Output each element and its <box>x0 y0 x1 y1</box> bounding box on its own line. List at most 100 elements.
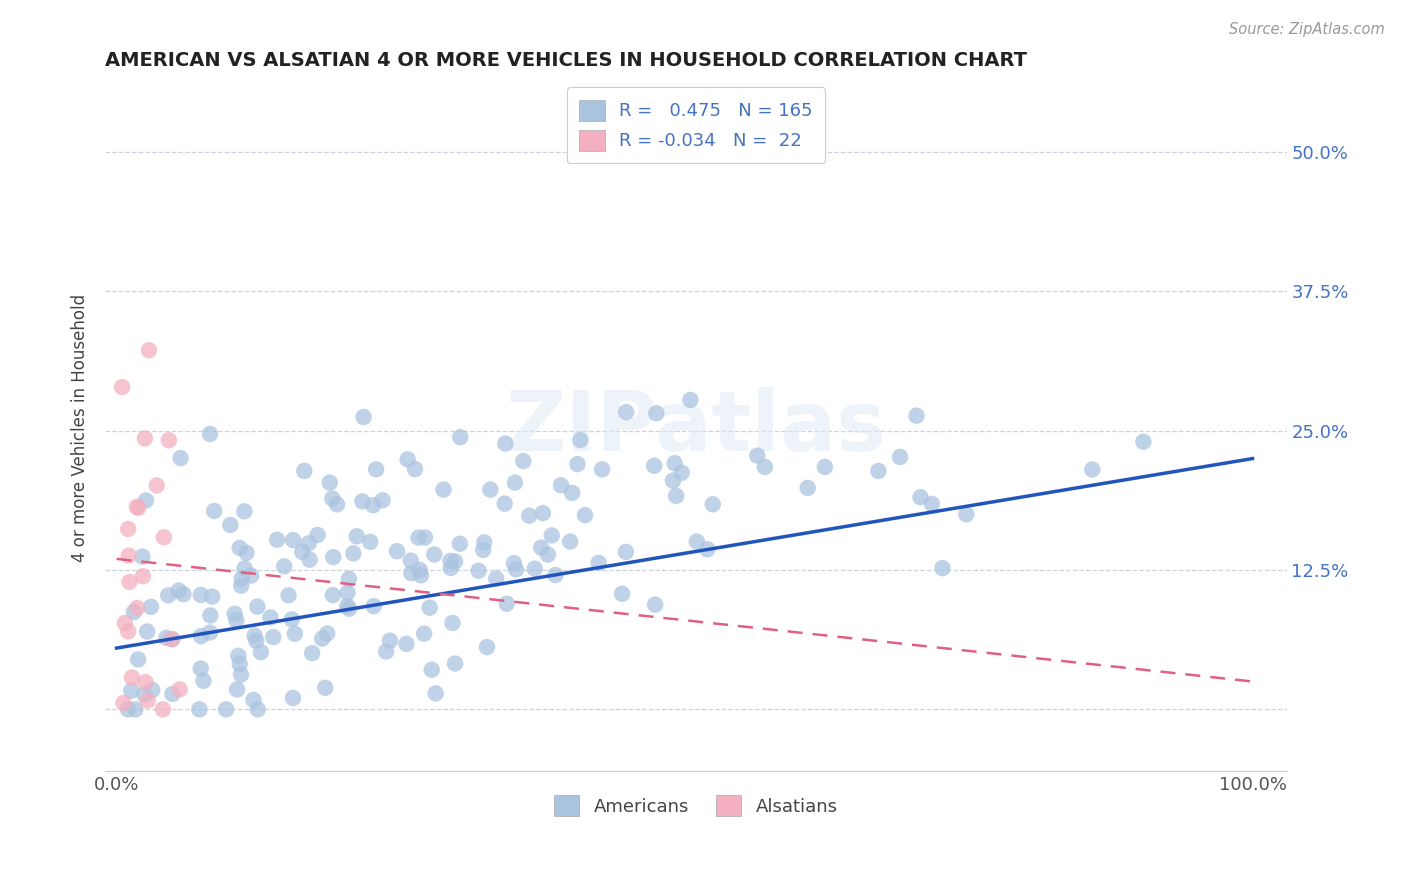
Point <box>696 542 718 557</box>
Point <box>307 528 329 542</box>
Point <box>395 637 418 651</box>
Point <box>408 531 430 545</box>
Point <box>449 537 471 551</box>
Point <box>644 598 666 612</box>
Point <box>420 663 443 677</box>
Point <box>225 613 247 627</box>
Point <box>229 657 252 671</box>
Point <box>243 629 266 643</box>
Point <box>157 433 180 447</box>
Point <box>485 572 508 586</box>
Point <box>297 536 319 550</box>
Point <box>931 561 953 575</box>
Point <box>242 693 264 707</box>
Point <box>160 632 183 647</box>
Point <box>505 562 527 576</box>
Point <box>231 579 253 593</box>
Point <box>134 675 156 690</box>
Point <box>679 392 702 407</box>
Point <box>322 550 344 565</box>
Point <box>512 454 534 468</box>
Point <box>277 588 299 602</box>
Point <box>235 546 257 560</box>
Point <box>139 599 162 614</box>
Point <box>131 549 153 564</box>
Point <box>132 569 155 583</box>
Point <box>169 451 191 466</box>
Point <box>229 667 252 681</box>
Point <box>162 687 184 701</box>
Point <box>122 605 145 619</box>
Point <box>326 497 349 511</box>
Point <box>665 489 688 503</box>
Point <box>409 563 432 577</box>
Point <box>530 541 553 555</box>
Point <box>686 534 709 549</box>
Point <box>215 702 238 716</box>
Point <box>266 533 288 547</box>
Point <box>1132 434 1154 449</box>
Point <box>353 410 375 425</box>
Point <box>352 494 374 508</box>
Point <box>198 625 221 640</box>
Point <box>494 436 516 450</box>
Point <box>574 508 596 523</box>
Point <box>337 601 360 615</box>
Point <box>479 483 502 497</box>
Point <box>664 456 686 470</box>
Point <box>321 491 343 506</box>
Point <box>262 630 284 644</box>
Point <box>114 615 136 630</box>
Point <box>112 696 135 710</box>
Point <box>567 457 589 471</box>
Point <box>233 504 256 518</box>
Point <box>118 549 141 563</box>
Point <box>136 693 159 707</box>
Point <box>385 544 408 558</box>
Point <box>250 645 273 659</box>
Point <box>503 556 526 570</box>
Point <box>228 541 250 555</box>
Point <box>494 497 516 511</box>
Point <box>540 528 562 542</box>
Point <box>259 610 281 624</box>
Point <box>444 657 467 671</box>
Point <box>127 500 149 515</box>
Point <box>316 626 339 640</box>
Point <box>141 683 163 698</box>
Point <box>336 599 359 613</box>
Point <box>868 464 890 478</box>
Point <box>153 530 176 544</box>
Point <box>246 599 269 614</box>
Point <box>281 612 304 626</box>
Point <box>228 648 250 663</box>
Point <box>292 464 315 478</box>
Point <box>319 475 342 490</box>
Point <box>198 427 221 442</box>
Point <box>401 566 423 581</box>
Point <box>423 548 446 562</box>
Point <box>361 498 384 512</box>
Point <box>145 478 167 492</box>
Point <box>152 702 174 716</box>
Point <box>157 588 180 602</box>
Point <box>127 601 149 615</box>
Point <box>231 572 253 586</box>
Point <box>226 682 249 697</box>
Point <box>200 608 222 623</box>
Point <box>246 702 269 716</box>
Point <box>125 500 148 514</box>
Point <box>314 681 336 695</box>
Point <box>517 508 540 523</box>
Point <box>311 632 333 646</box>
Point <box>531 506 554 520</box>
Point <box>544 568 567 582</box>
Point <box>169 682 191 697</box>
Point <box>449 430 471 444</box>
Point <box>467 564 489 578</box>
Point <box>537 548 560 562</box>
Point <box>124 702 146 716</box>
Point <box>754 460 776 475</box>
Point <box>118 574 141 589</box>
Point <box>190 588 212 602</box>
